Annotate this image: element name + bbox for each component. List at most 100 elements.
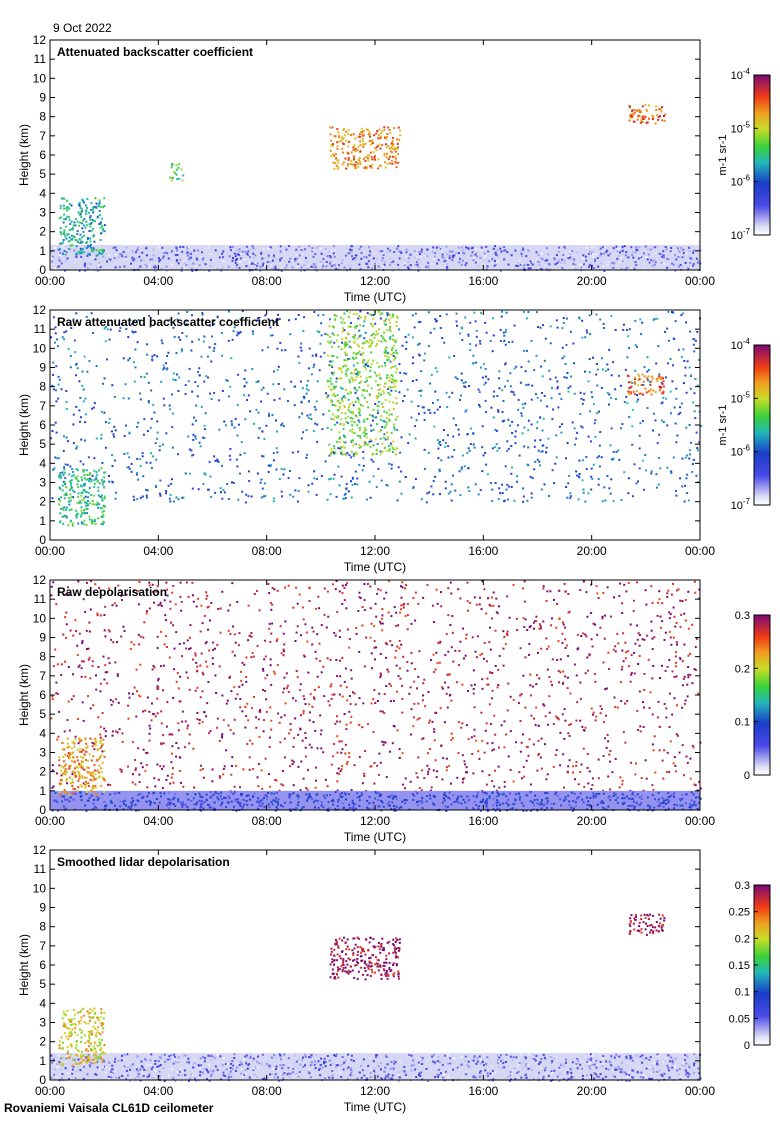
y-tick-label: 11 (34, 862, 47, 876)
x-tick-label: 00:00 (35, 544, 65, 558)
colorbar-tick-label: 0.2 (735, 663, 750, 675)
colorbar-tick-label: 10-6 (731, 444, 751, 459)
colorbar-tick-label: 0.15 (729, 960, 750, 972)
x-tick-label: 08:00 (252, 814, 282, 828)
y-tick-label: 11 (34, 322, 47, 336)
x-tick-label: 08:00 (252, 1084, 282, 1098)
x-tick-label: 04:00 (143, 1084, 173, 1098)
colorbar-unit-label: m-1 sr-1 (717, 135, 729, 176)
colorbar-tick-label: 10-7 (731, 497, 751, 512)
colorbar-tick-label: 0 (744, 770, 750, 782)
colorbar-tick-label: 0.3 (735, 610, 750, 622)
y-axis-label: Height (km) (17, 394, 31, 456)
colorbar: 0 0.1 0.2 0.3 (735, 610, 770, 782)
x-tick-label: 20:00 (577, 1084, 607, 1098)
x-tick-label: 00:00 (35, 1084, 65, 1098)
x-axis-label: Time (UTC) (344, 830, 406, 844)
colorbar-unit-label: m-1 sr-1 (717, 405, 729, 446)
colorbar: 10-7 10-6 10-5 10-4 m-1 sr-1 (717, 67, 770, 242)
y-tick-label: 3 (39, 206, 46, 220)
x-tick-label: 12:00 (360, 544, 390, 558)
site-instrument-label: Rovaniemi Vaisala CL61D ceilometer (4, 1101, 213, 1115)
x-tick-label: 00:00 (685, 274, 715, 288)
colorbar-tick-label: 10-4 (731, 67, 751, 82)
y-tick-label: 8 (39, 650, 46, 664)
y-tick-label: 10 (33, 611, 47, 625)
y-tick-label: 12 (33, 573, 47, 587)
y-tick-label: 8 (39, 920, 46, 934)
x-tick-label: 16:00 (468, 1084, 498, 1098)
colorbar-tick-label: 0.3 (735, 880, 750, 892)
y-tick-label: 2 (39, 225, 46, 239)
y-tick-label: 3 (39, 1016, 46, 1030)
y-tick-label: 9 (39, 361, 46, 375)
y-tick-label: 1 (39, 244, 46, 258)
x-tick-label: 04:00 (143, 274, 173, 288)
x-tick-label: 12:00 (360, 814, 390, 828)
y-tick-label: 4 (39, 996, 46, 1010)
y-tick-label: 2 (39, 495, 46, 509)
y-axis-label: Height (km) (17, 124, 31, 186)
y-tick-label: 11 (34, 592, 47, 606)
colorbar-tick-label: 0.1 (735, 717, 750, 729)
x-tick-label: 04:00 (143, 544, 173, 558)
y-tick-label: 2 (39, 765, 46, 779)
colorbar-tick-label: 0.1 (735, 987, 750, 999)
y-tick-label: 7 (39, 939, 46, 953)
x-tick-label: 04:00 (143, 814, 173, 828)
y-axis-label: Height (km) (17, 934, 31, 996)
x-tick-label: 00:00 (35, 274, 65, 288)
y-tick-label: 6 (39, 418, 46, 432)
x-axis-label: Time (UTC) (344, 290, 406, 304)
y-tick-label: 11 (34, 52, 47, 66)
y-tick-label: 6 (39, 688, 46, 702)
y-tick-label: 10 (33, 881, 47, 895)
colorbar-tick-label: 10-5 (731, 120, 751, 135)
y-tick-label: 12 (33, 303, 47, 317)
x-tick-label: 16:00 (468, 814, 498, 828)
y-tick-label: 2 (39, 1035, 46, 1049)
x-tick-label: 08:00 (252, 274, 282, 288)
y-tick-label: 4 (39, 456, 46, 470)
x-tick-label: 00:00 (35, 814, 65, 828)
colorbar-tick-label: 10-6 (731, 174, 751, 189)
x-tick-label: 00:00 (685, 1084, 715, 1098)
x-axis-label: Time (UTC) (344, 560, 406, 574)
y-tick-label: 4 (39, 726, 46, 740)
x-axis-label: Time (UTC) (344, 1100, 406, 1114)
x-tick-label: 20:00 (577, 274, 607, 288)
colorbar-tick-label: 10-7 (731, 227, 751, 242)
y-tick-label: 4 (39, 186, 46, 200)
colorbar: 00.050.10.150.20.250.3 (729, 880, 770, 1052)
colorbar-tick-label: 0.05 (729, 1013, 750, 1025)
x-tick-label: 00:00 (685, 544, 715, 558)
colorbar-tick-label: 10-4 (731, 337, 751, 352)
x-tick-label: 20:00 (577, 544, 607, 558)
y-axis-label: Height (km) (17, 664, 31, 726)
y-tick-label: 9 (39, 901, 46, 915)
y-tick-label: 7 (39, 669, 46, 683)
colorbar-tick-label: 0.25 (729, 907, 750, 919)
x-tick-label: 16:00 (468, 544, 498, 558)
y-tick-label: 5 (39, 167, 46, 181)
panel-title: Smoothed lidar depolarisation (57, 855, 230, 869)
y-tick-label: 10 (33, 341, 47, 355)
y-tick-label: 7 (39, 129, 46, 143)
y-tick-label: 12 (33, 33, 47, 47)
y-tick-label: 1 (39, 1054, 46, 1068)
plot-area (50, 580, 700, 810)
y-tick-label: 8 (39, 110, 46, 124)
y-tick-label: 5 (39, 437, 46, 451)
y-tick-label: 9 (39, 631, 46, 645)
x-tick-label: 00:00 (685, 814, 715, 828)
date-label: 9 Oct 2022 (53, 21, 112, 35)
y-tick-label: 1 (39, 514, 46, 528)
colorbar-tick-label: 10-5 (731, 390, 751, 405)
y-tick-label: 5 (39, 977, 46, 991)
x-tick-label: 08:00 (252, 544, 282, 558)
